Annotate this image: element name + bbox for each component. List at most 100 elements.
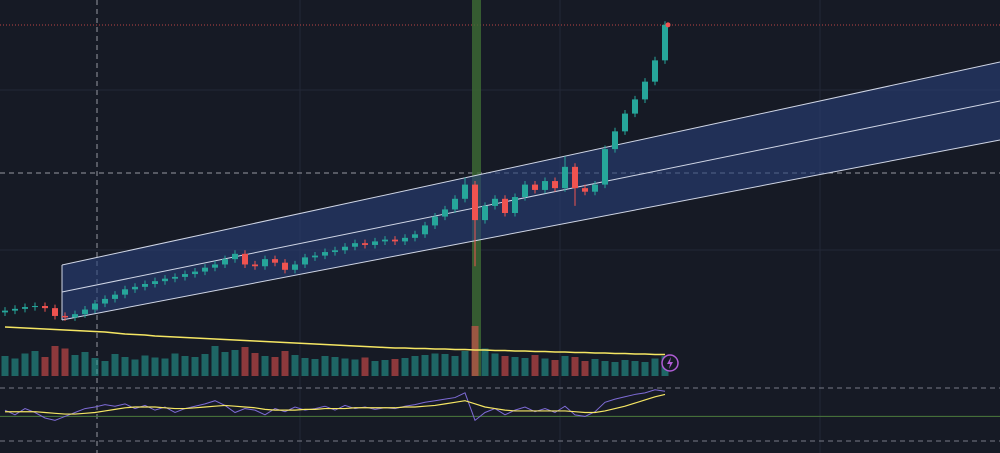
volume-bar bbox=[531, 355, 539, 376]
volume-bar bbox=[351, 359, 359, 376]
volume-bar bbox=[591, 359, 599, 376]
volume-bar bbox=[21, 353, 29, 376]
volume-bar bbox=[361, 357, 369, 376]
volume-bar bbox=[611, 362, 619, 376]
candle-body bbox=[502, 198, 508, 213]
candle-body bbox=[392, 239, 398, 242]
volume-bar bbox=[241, 347, 249, 376]
candle-body bbox=[252, 264, 258, 267]
volume-bar bbox=[441, 354, 449, 376]
candle-body bbox=[582, 188, 588, 192]
candle-body bbox=[362, 243, 368, 245]
candle-body bbox=[422, 225, 428, 235]
candle-body bbox=[152, 281, 158, 284]
volume-bar bbox=[621, 360, 629, 376]
volume-bar bbox=[181, 356, 189, 376]
volume-bar bbox=[41, 357, 49, 376]
candle-body bbox=[572, 166, 578, 189]
candle-body bbox=[32, 306, 38, 308]
candle-body bbox=[82, 309, 88, 315]
volume-bar bbox=[291, 355, 299, 376]
volume-bar bbox=[231, 350, 239, 376]
volume-bar bbox=[501, 356, 509, 376]
candle-body bbox=[242, 253, 248, 265]
candle-body bbox=[562, 166, 568, 189]
volume-bar bbox=[491, 353, 499, 376]
volume-bar bbox=[411, 356, 419, 376]
candle-body bbox=[72, 314, 78, 318]
volume-bar bbox=[431, 353, 439, 376]
candle-body bbox=[612, 131, 618, 150]
candle-body bbox=[202, 267, 208, 272]
volume-bar bbox=[561, 356, 569, 376]
volume-bar bbox=[91, 358, 99, 376]
channel-middle bbox=[61, 100, 1000, 293]
volume-bar bbox=[271, 357, 279, 376]
candle-body bbox=[622, 113, 628, 132]
candle-body bbox=[552, 181, 558, 189]
candle-body bbox=[342, 246, 348, 251]
candle-body bbox=[282, 262, 288, 270]
candle-body bbox=[472, 184, 478, 221]
volume-bar bbox=[61, 348, 69, 376]
volume-bar bbox=[651, 358, 659, 376]
volume-ma-line bbox=[4, 326, 665, 356]
channel-lower bbox=[61, 139, 1000, 321]
volume-bar bbox=[401, 358, 409, 376]
candle-body bbox=[652, 60, 658, 82]
volume-bar bbox=[341, 358, 349, 376]
volume-bar bbox=[221, 352, 229, 376]
candle-body bbox=[592, 184, 598, 192]
rsi-line bbox=[4, 389, 666, 422]
volume-bar bbox=[251, 353, 259, 376]
candle-body bbox=[372, 241, 378, 245]
candle-body bbox=[182, 274, 188, 277]
candle-body bbox=[412, 234, 418, 238]
volume-bar bbox=[71, 355, 79, 376]
candle-body bbox=[662, 24, 668, 61]
volume-bar bbox=[371, 361, 379, 376]
volume-bar bbox=[601, 361, 609, 376]
volume-bar bbox=[331, 357, 339, 376]
volume-bar bbox=[391, 359, 399, 376]
volume-bar bbox=[211, 346, 219, 376]
volume-bar bbox=[111, 354, 119, 376]
volume-bar bbox=[1, 356, 9, 376]
candle-body bbox=[512, 197, 518, 213]
volume-bar bbox=[461, 351, 469, 376]
volume-bar bbox=[101, 361, 109, 376]
volume-bar bbox=[481, 348, 489, 376]
candle-body bbox=[292, 264, 298, 270]
candle-body bbox=[192, 271, 198, 275]
candle-body bbox=[522, 184, 528, 198]
candle-body bbox=[322, 252, 328, 256]
volume-bar bbox=[641, 362, 649, 376]
candle-body bbox=[332, 250, 338, 253]
candle-body bbox=[92, 303, 98, 310]
candle-body bbox=[12, 308, 18, 311]
volume-bar bbox=[301, 358, 309, 376]
candle-body bbox=[532, 184, 538, 190]
candle-body bbox=[52, 308, 58, 316]
volume-bar bbox=[51, 346, 59, 376]
candle-body bbox=[22, 307, 28, 309]
candle-body bbox=[382, 239, 388, 242]
volume-bar bbox=[381, 360, 389, 376]
volume-bar bbox=[581, 361, 589, 376]
candle-body bbox=[632, 99, 638, 114]
candle-body bbox=[2, 310, 8, 313]
volume-bar bbox=[321, 356, 329, 376]
channel-fill bbox=[62, 62, 1000, 320]
candle-body bbox=[492, 198, 498, 206]
volume-bar bbox=[11, 358, 19, 376]
volume-bar bbox=[191, 357, 199, 376]
volume-bar bbox=[541, 358, 549, 376]
volume-bar bbox=[521, 358, 529, 376]
volume-bar bbox=[571, 357, 579, 376]
volume-bar bbox=[81, 352, 89, 376]
candle-body bbox=[452, 198, 458, 210]
alert-bolt bbox=[667, 357, 673, 369]
candle-body bbox=[602, 149, 608, 185]
candle-body bbox=[132, 286, 138, 290]
